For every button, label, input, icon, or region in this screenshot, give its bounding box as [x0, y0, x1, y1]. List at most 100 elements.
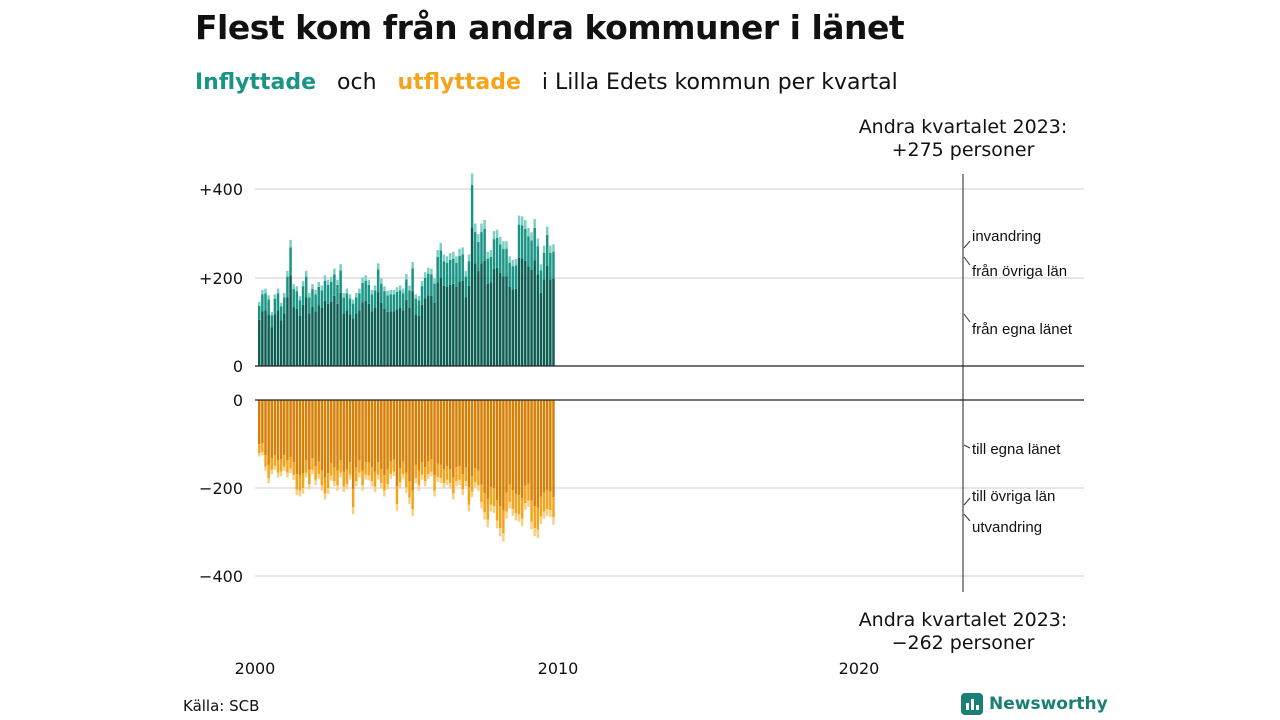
bar-in-other-6: [276, 293, 280, 311]
bar-in-other-77: [499, 244, 502, 273]
xtick-2010: 2010: [538, 659, 579, 678]
bar-in-other-93: [549, 252, 552, 280]
bar-in-immig-46: [401, 288, 405, 294]
bar-in-own-43: [392, 311, 396, 366]
bar-in-other-41: [386, 295, 389, 312]
bar-in-own-74: [489, 282, 493, 366]
bar-out-own-16: [308, 400, 311, 470]
bar-out-other-61: [448, 469, 452, 484]
bar-out-other-14: [301, 473, 305, 489]
bar-out-other-48: [408, 481, 411, 498]
bar-in-immig-79: [505, 241, 508, 249]
bar-out-own-81: [511, 400, 515, 491]
bar-out-emig-47: [405, 487, 408, 493]
bar-out-emig-2: [264, 466, 267, 471]
label-fran-egna-lanet: från egna länet: [972, 321, 1073, 338]
bar-in-own-94: [552, 278, 555, 366]
bar-out-own-62: [452, 400, 455, 478]
bar-in-immig-76: [495, 229, 499, 238]
bar-in-own-81: [511, 289, 515, 366]
bar-out-emig-52: [420, 474, 424, 480]
bar-out-emig-16: [308, 484, 311, 490]
bar-in-other-51: [417, 300, 421, 316]
bar-in-immig-70: [477, 234, 480, 243]
bar-in-immig-60: [445, 256, 449, 263]
bar-in-other-87: [530, 240, 533, 270]
bar-in-immig-86: [527, 227, 530, 237]
bar-out-own-78: [502, 400, 505, 511]
bar-in-other-80: [508, 262, 511, 287]
ytick-in-0: 0: [233, 357, 243, 376]
bar-in-immig-35: [367, 279, 371, 285]
bar-chart-icon: [961, 693, 983, 715]
bar-in-other-4: [270, 315, 274, 328]
bar-out-emig-23: [329, 475, 333, 481]
bar-out-emig-93: [549, 510, 552, 518]
bar-out-other-80: [508, 484, 511, 502]
bar-in-immig-54: [427, 267, 430, 274]
bar-in-own-35: [367, 303, 371, 366]
bar-out-other-57: [436, 463, 439, 477]
bar-out-emig-90: [539, 516, 543, 524]
bar-out-emig-40: [383, 490, 386, 497]
annotation-top-line2: +275 personer: [892, 139, 1035, 161]
bar-out-emig-18: [314, 479, 317, 485]
bar-in-immig-18: [314, 289, 317, 295]
bar-out-emig-86: [527, 500, 530, 508]
bar-out-emig-34: [364, 474, 367, 480]
bar-in-other-74: [489, 257, 493, 283]
bar-in-immig-14: [301, 281, 305, 287]
bar-in-immig-56: [433, 278, 436, 284]
bar-out-emig-9: [286, 472, 289, 478]
bar-out-own-37: [373, 400, 377, 472]
bar-in-other-55: [430, 274, 433, 296]
bar-out-own-26: [339, 400, 342, 461]
bar-out-emig-31: [355, 481, 358, 487]
xtick-2000: 2000: [235, 659, 276, 678]
bar-out-own-18: [314, 400, 317, 467]
leader-utvandring: [963, 513, 971, 522]
bar-out-emig-25: [336, 485, 339, 491]
bar-out-other-23: [329, 462, 333, 476]
bar-in-other-35: [367, 284, 371, 304]
bar-out-own-82: [514, 400, 518, 494]
bar-in-other-38: [376, 269, 380, 293]
bar-out-other-59: [442, 469, 446, 484]
bar-in-other-68: [470, 185, 474, 228]
bar-in-own-68: [470, 227, 474, 366]
bar-out-emig-66: [464, 481, 468, 487]
ytick-in-400: +400: [199, 180, 243, 199]
bar-out-other-83: [517, 494, 521, 515]
bar-out-own-60: [445, 400, 449, 467]
bar-in-other-45: [398, 290, 402, 309]
bar-in-own-12: [295, 308, 299, 366]
bar-out-emig-91: [542, 511, 546, 519]
bar-out-emig-55: [430, 471, 433, 477]
bar-in-own-20: [320, 308, 324, 366]
label-fran-ovriga-lan: från övriga län: [972, 263, 1067, 280]
bar-out-own-21: [323, 400, 327, 478]
bar-out-other-36: [370, 467, 374, 482]
bar-in-own-28: [345, 310, 349, 367]
bar-out-own-5: [273, 400, 277, 455]
bar-out-other-39: [380, 469, 383, 484]
bar-out-emig-7: [279, 471, 283, 477]
bar-out-other-56: [433, 475, 436, 491]
bar-out-own-42: [389, 400, 392, 462]
bar-out-other-10: [289, 456, 292, 469]
bar-in-own-63: [455, 286, 458, 366]
bar-in-own-77: [499, 272, 502, 366]
bar-in-immig-49: [411, 262, 414, 269]
bar-in-other-63: [455, 262, 458, 287]
subtitle-rest: i Lilla Edets kommun per kvartal: [541, 70, 898, 95]
bar-in-immig-21: [323, 275, 327, 281]
bar-out-own-54: [427, 400, 430, 462]
bar-out-other-2: [264, 455, 267, 467]
bar-in-other-90: [539, 270, 543, 293]
bar-in-other-79: [505, 248, 508, 277]
bar-in-other-26: [339, 270, 342, 293]
bar-in-own-93: [549, 279, 552, 366]
bar-out-own-38: [376, 400, 380, 463]
bar-out-other-62: [452, 477, 455, 494]
bar-out-own-85: [524, 400, 527, 486]
